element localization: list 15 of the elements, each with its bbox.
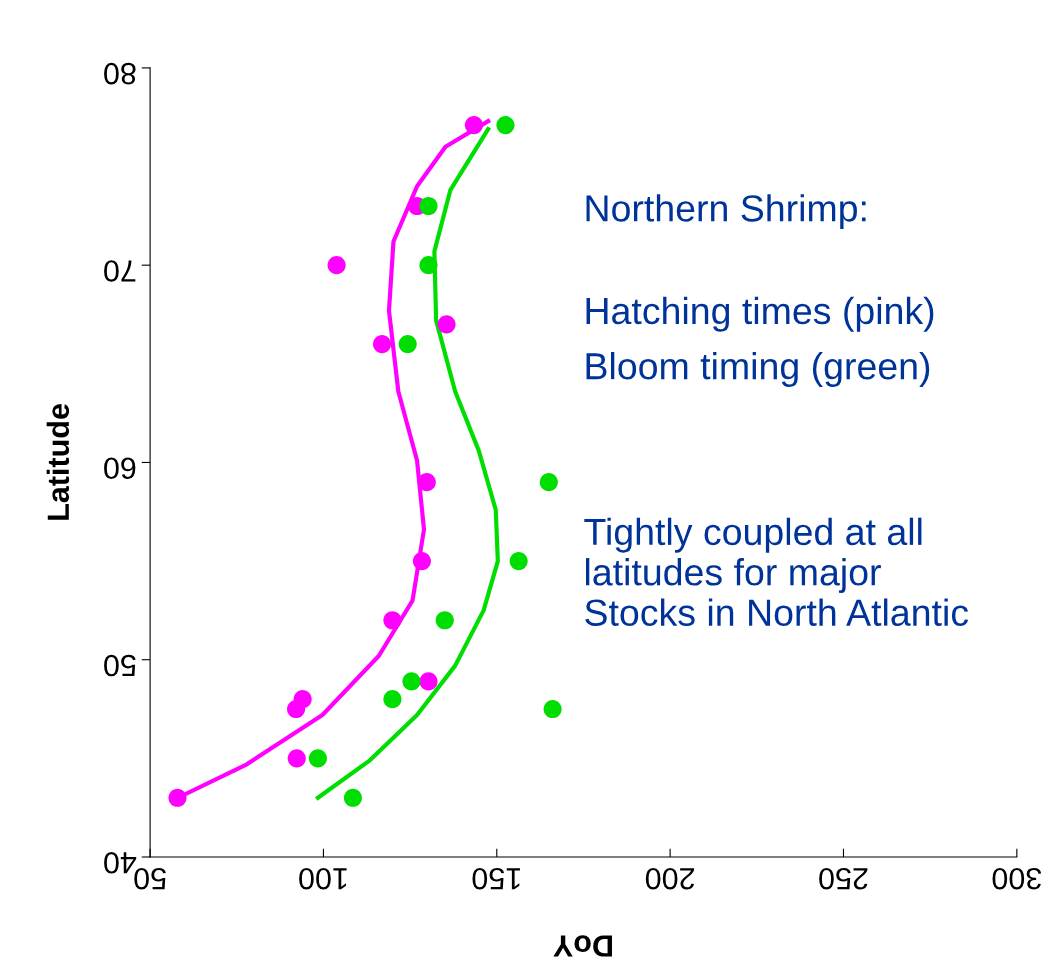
x-tick-label: 100: [299, 867, 347, 890]
annotation: Hatching times (pink): [586, 296, 934, 332]
x-tick-label: 200: [645, 867, 695, 890]
y-tick-label: 70: [104, 260, 136, 282]
y-axis-title: Latitude: [46, 404, 70, 520]
y-tick-label: 60: [104, 457, 136, 480]
annotation: Northern Shrimp:: [586, 194, 866, 230]
x-axis-title: DoY: [553, 935, 612, 957]
annotation: Tightly coupled at all latitudes for major Stocks in North Atlantic: [584, 517, 969, 627]
y-tick-label: 80: [104, 62, 136, 85]
annotation: Bloom timing (green): [586, 351, 930, 387]
x-tick-label: 250: [819, 867, 868, 890]
x-tick-label: 150: [472, 867, 520, 890]
x-tick-label: 300: [992, 867, 1042, 890]
y-tick-label: 50: [104, 654, 136, 677]
